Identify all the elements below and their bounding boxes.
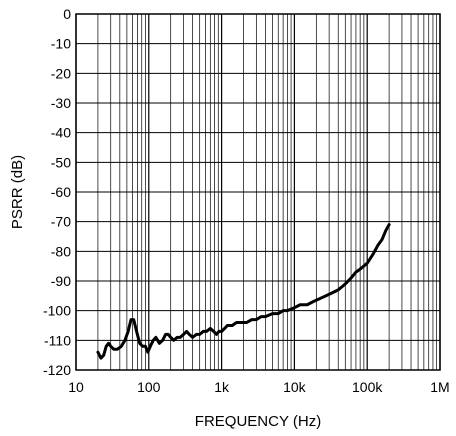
x-tick-label: 10 — [68, 379, 84, 395]
series-layer — [96, 223, 391, 360]
y-tick-label: -110 — [44, 332, 71, 348]
y-tick-label: -30 — [51, 95, 71, 111]
y-tick-label: -80 — [51, 243, 71, 259]
y-tick-label: -40 — [51, 125, 71, 141]
x-tick-label: 10k — [283, 379, 307, 395]
x-tick-labels: 10 100 1k 10k 100k 1M — [68, 379, 450, 395]
major-gridlines — [75, 13, 441, 371]
y-tick-label: -50 — [51, 154, 71, 170]
y-tick-label: -120 — [43, 362, 71, 378]
y-tick-label: -20 — [51, 65, 71, 81]
y-tick-label: -10 — [51, 36, 71, 52]
x-axis-title: FREQUENCY (Hz) — [195, 413, 321, 430]
x-tick-label: 100k — [352, 379, 383, 395]
x-tick-label: 1k — [214, 379, 230, 395]
x-tick-label: 1M — [430, 379, 449, 395]
y-tick-label: 0 — [63, 6, 71, 22]
y-tick-labels: 0 -10 -20 -30 -40 -50 -60 -70 -80 -90 -100 -110 -120 — [43, 6, 71, 378]
y-tick-label: -60 — [51, 184, 71, 200]
psrr-series-line — [96, 223, 391, 360]
y-tick-label: -90 — [51, 273, 71, 289]
y-tick-label: -70 — [51, 214, 71, 230]
x-tick-label: 100 — [137, 379, 161, 395]
y-axis-title: PSRR (dB) — [9, 155, 26, 229]
plot-area-frame — [75, 13, 441, 371]
y-tick-label: -100 — [43, 303, 71, 319]
